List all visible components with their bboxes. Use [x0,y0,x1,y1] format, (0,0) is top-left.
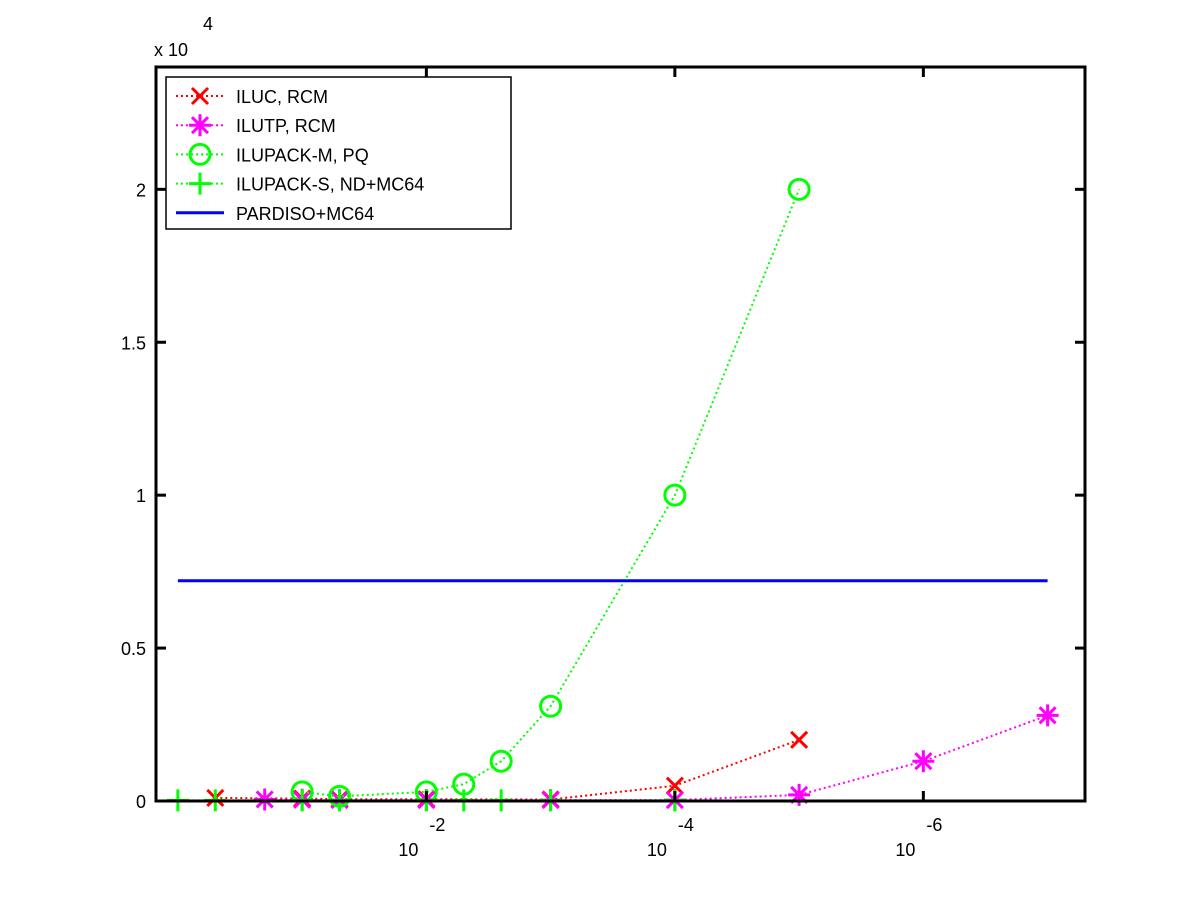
data-point [788,783,811,806]
legend-marker [189,114,211,137]
data-point [1036,704,1059,727]
data-point [539,694,563,718]
y-multiplier-exponent: 4 [203,14,213,34]
legend-label: ILUC, RCM [236,87,328,107]
legend-marker [190,86,210,106]
data-point [663,483,687,507]
series-ilupack-m-pq [290,177,811,808]
y-tick-label: 2 [136,180,146,200]
x-tick-base: 10 [895,840,915,860]
legend-marker [189,172,211,195]
x-tick-label: 10 -4 [647,815,694,860]
y-tick-label: 1.5 [121,333,146,353]
x-tick-exponent: -2 [429,815,445,835]
legend-item-ilupack-s-nd-mc64: ILUPACK-S, ND+MC64 [176,172,424,195]
legend-label: PARDISO+MC64 [236,204,374,224]
x-tick-label: 10 -6 [895,815,942,860]
legend-label: ILUPACK-S, ND+MC64 [236,175,424,195]
axes-box [154,65,1087,803]
legend-box [165,76,512,230]
legend-item-ilupack-m-pq: ILUPACK-M, PQ [176,142,369,166]
y-tick-label: 0 [136,792,146,812]
data-point [665,776,684,795]
x-tick-exponent: -6 [926,815,942,835]
legend-label: ILUPACK-M, PQ [236,145,369,165]
legend-marker [188,142,212,166]
legend-item-ilutp-rcm: ILUTP, RCM [176,114,336,137]
data-point [790,730,809,749]
y-multiplier: x 10 4 [154,14,213,60]
x-tick-base: 10 [647,840,667,860]
y-tick-label: 1 [136,486,146,506]
axes-layer: 0 0.5 1 1.5 2 10 -2 10 -4 10 -6 x 10 4 [121,14,1087,860]
data-point [489,749,513,773]
x-tick-base: 10 [398,840,418,860]
legend-item-iluc-rcm: ILUC, RCM [176,86,328,107]
data-point [912,750,935,773]
data-point [787,177,811,201]
legend-item-pardiso-mc64: PARDISO+MC64 [176,204,374,224]
y-multiplier-base: x 10 [154,40,188,60]
legend-label: ILUTP, RCM [236,116,336,136]
x-tick-exponent: -4 [678,815,694,835]
legend: ILUC, RCM ILUTP, RCM ILUPACK-M, PQ ILUPACK-… [165,76,512,230]
y-tick-label: 0.5 [121,639,146,659]
x-tick-label: 10 -2 [398,815,445,860]
